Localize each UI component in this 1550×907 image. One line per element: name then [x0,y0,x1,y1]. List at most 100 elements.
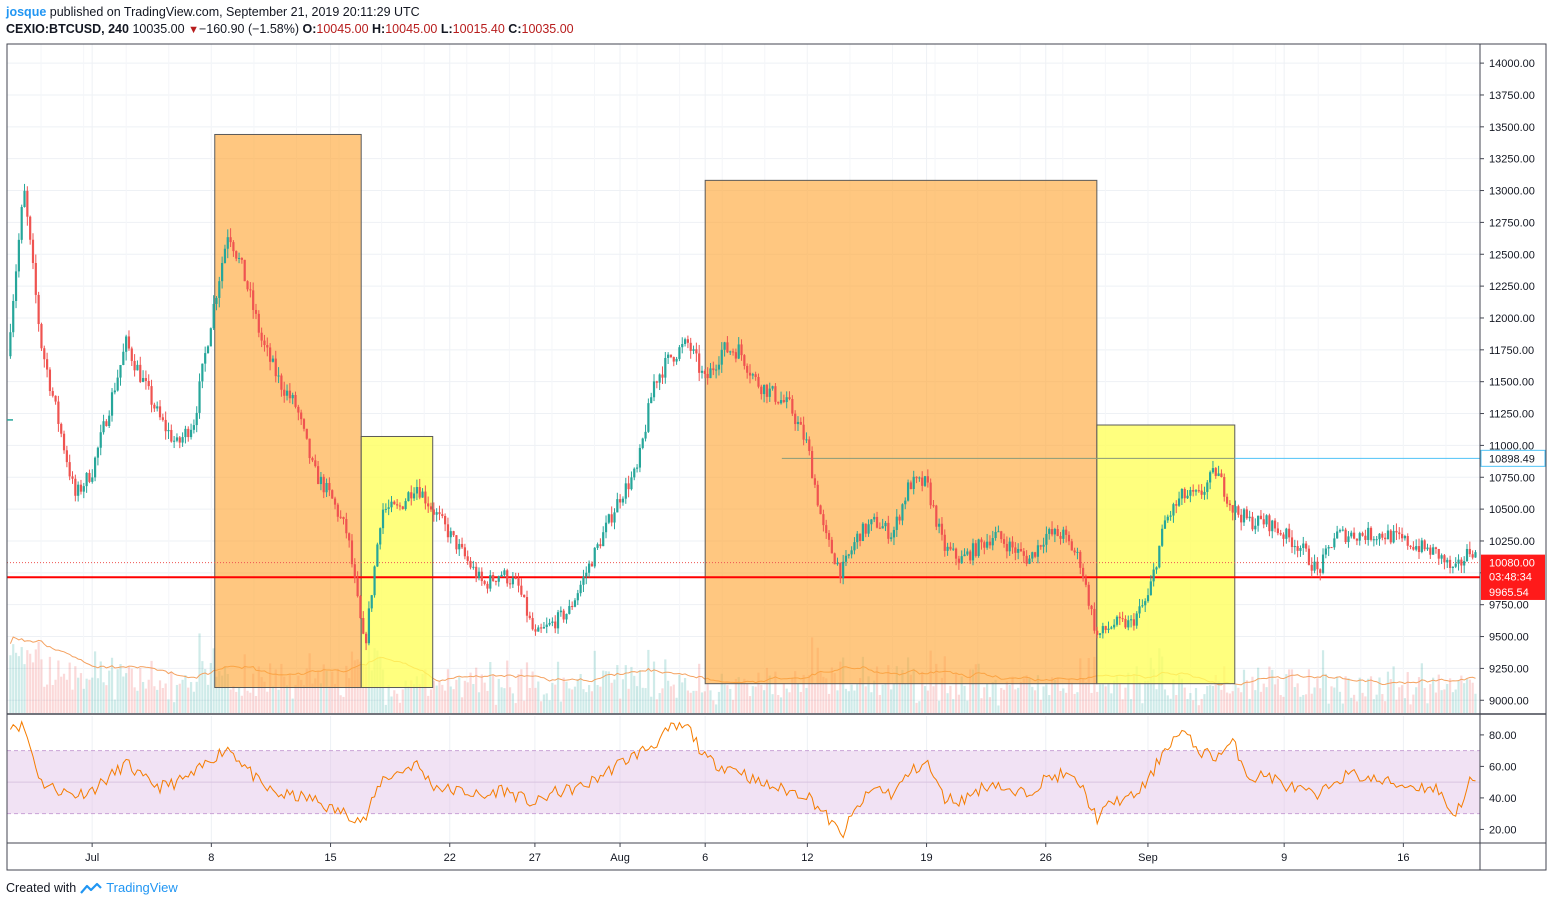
candle-body [1384,537,1387,540]
candle-body [373,566,376,596]
volume-bar [460,697,464,713]
candle-body [1005,543,1008,552]
volume-bar [235,691,238,713]
volume-bar [788,692,791,713]
volume-bar [1288,669,1291,713]
candle-body [921,477,924,486]
price-tick-label: 13250.00 [1489,154,1535,166]
volume-bar [915,702,918,713]
candle-body [1429,547,1432,555]
candle-body [57,401,60,424]
volume-bar [29,653,32,713]
candle-body [565,613,568,620]
time-tick-label: 8 [208,852,214,864]
candle-body [119,364,122,378]
candle-body [82,486,85,492]
volume-bar [1305,694,1308,713]
candle-body [842,561,845,578]
candle-body [1231,505,1234,513]
volume-bar [912,668,915,713]
volume-bar [237,687,241,713]
volume-bar [314,678,317,713]
volume-bar [963,685,966,713]
volume-bar [506,660,509,713]
candle-body [387,507,390,509]
candle-body [754,374,757,377]
symbol-label[interactable]: CEXIO:BTCUSD, 240 [6,22,129,36]
volume-bar [1429,684,1432,713]
price-axis[interactable]: 9000.009250.009500.009750.0010000.001025… [1480,58,1535,707]
annotation-lines[interactable] [7,457,1480,579]
volume-bar [1443,689,1446,713]
volume-bar [91,677,94,713]
volume-bar [477,692,481,713]
candle-body [638,447,642,468]
volume-bar [850,684,853,713]
candle-body [915,476,918,479]
candle-body [743,355,746,366]
candle-body [43,348,46,360]
candle-body [1014,547,1017,553]
volume-bar [1454,689,1457,713]
candle-body [266,345,269,348]
annotation-boxes[interactable] [214,133,1236,689]
candle-body [830,539,833,554]
candle-body [472,566,475,568]
volume-bar [819,671,822,713]
candle-body [1285,528,1288,539]
volume-bar [754,686,757,713]
volume-bar [647,649,650,713]
volume-bar [249,692,252,713]
volume-bar [1169,698,1172,713]
candle-body [263,340,266,346]
volume-bar [517,674,520,713]
volume-bar [825,678,828,713]
candle-body [1177,498,1181,506]
volume-bar [1161,656,1164,713]
rsi-axis[interactable]: 20.00 40.00 60.00 80.00 [1480,730,1517,837]
candle-body [1186,495,1189,499]
candle-body [729,351,732,353]
volume-bar [1375,694,1378,713]
candle-body [689,342,692,351]
candle-body [836,562,839,565]
candle-body [802,424,805,440]
candle-body [1386,530,1390,540]
volume-bar [110,657,114,713]
price-label-text: 10898.49 [1489,453,1535,465]
volume-bar [1307,669,1311,713]
candle-body [333,498,337,505]
volume-bar [720,673,723,713]
candle-body [683,339,687,344]
time-axis[interactable]: Jul 8 15 22 27 Aug 6 12 19 26 Sep 9 16 [85,843,1409,864]
candle-body [825,525,828,534]
candle-body [1067,534,1071,542]
candle-body [1189,490,1192,496]
candle-body [1008,541,1011,552]
tradingview-brand[interactable]: TradingView [106,880,178,895]
volume-bar [579,673,582,713]
volume-bar [986,683,989,713]
candle-body [1375,539,1378,541]
candle-body [178,437,181,443]
volume-bar [441,684,444,713]
volume-bar [300,679,303,713]
candle-body [890,537,893,539]
candle-body [65,450,68,463]
candle-body [1440,555,1443,559]
candle-body [1378,533,1381,540]
volume-bar [655,699,658,713]
candle-body [1409,545,1412,547]
candle-body [362,617,365,634]
candle-body [700,370,704,373]
candle-body [590,563,594,567]
candle-body [370,595,373,609]
candle-body [110,392,114,416]
author-link[interactable]: josque [6,5,47,19]
candle-body [1338,530,1342,532]
candle-body [1364,535,1367,540]
candle-body [528,615,531,619]
volume-bar [681,682,684,713]
candle-body [221,263,224,282]
